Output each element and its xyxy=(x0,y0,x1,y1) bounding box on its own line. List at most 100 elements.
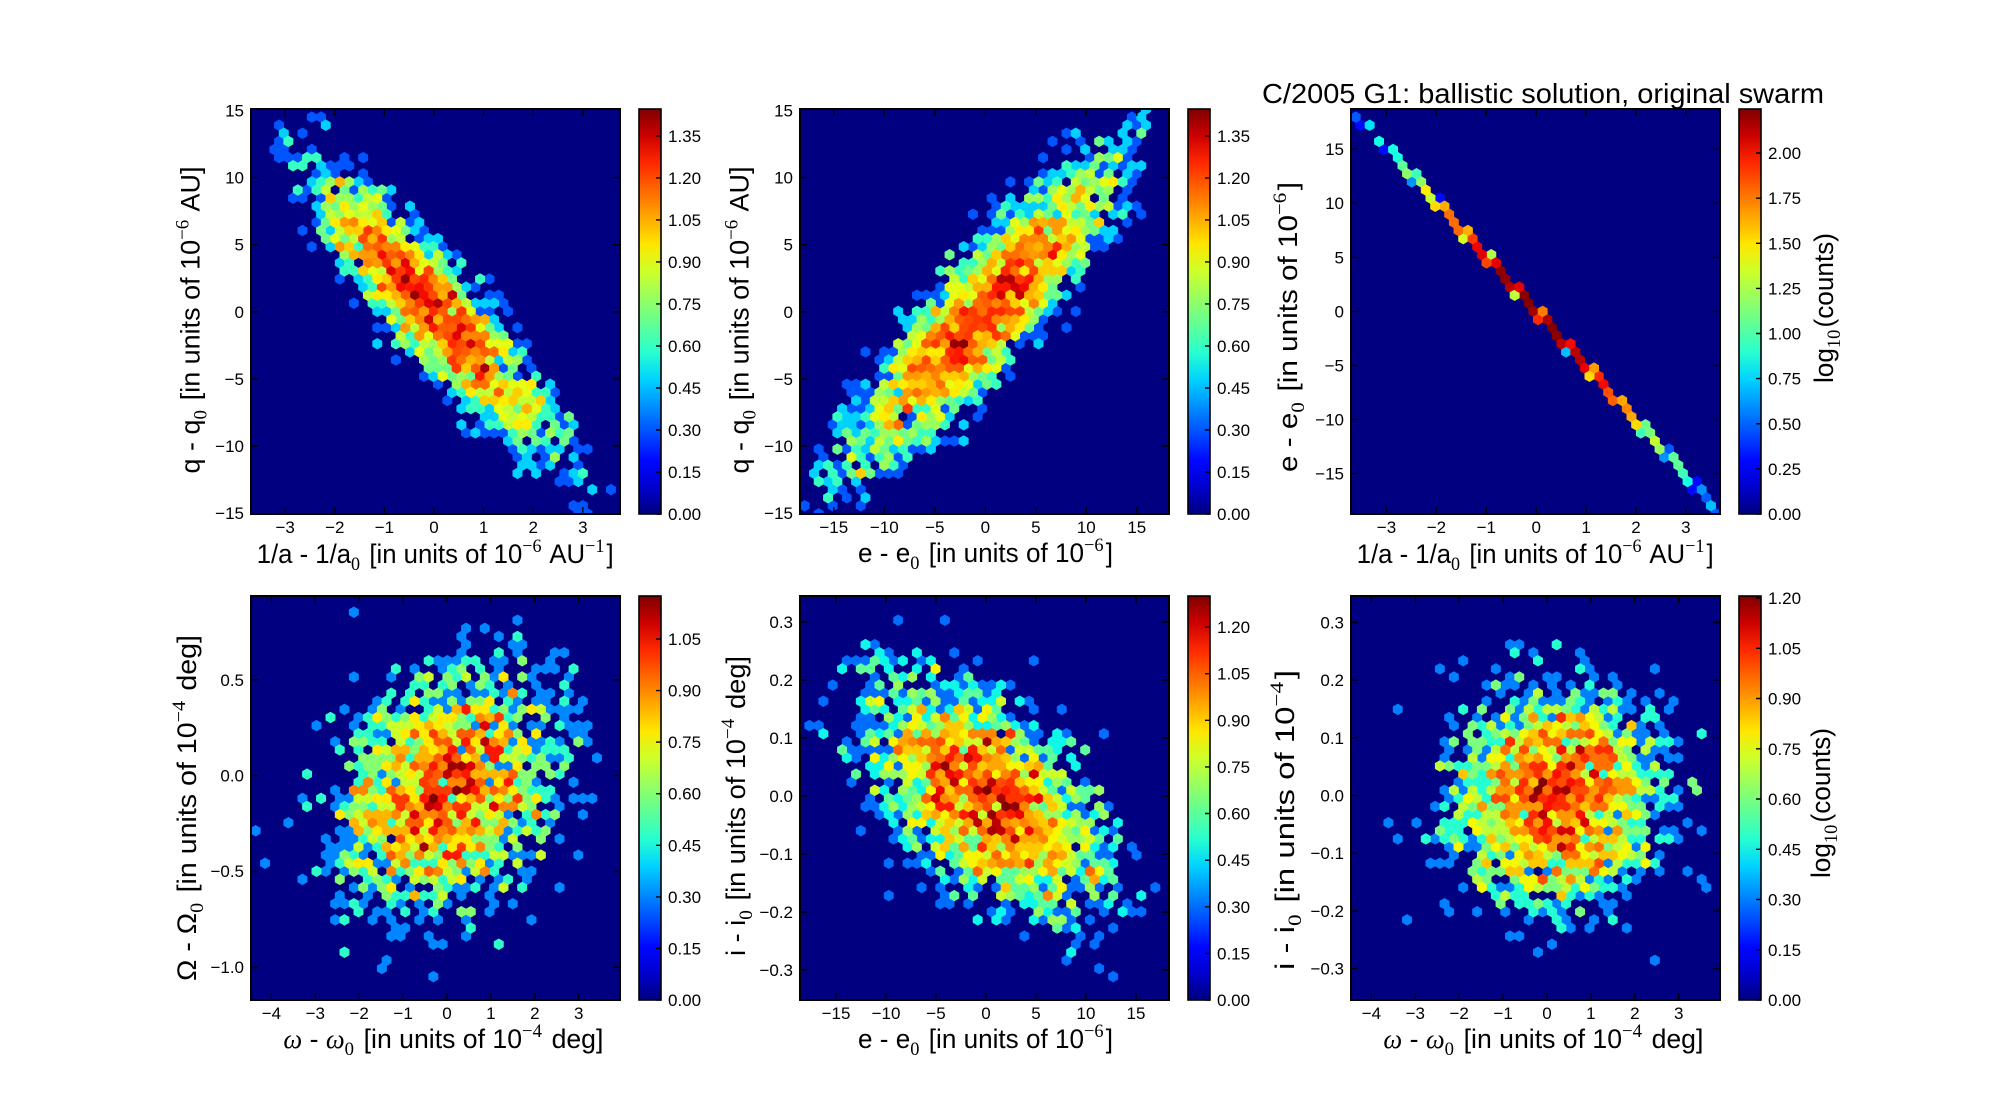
svg-text:1: 1 xyxy=(486,1004,495,1023)
svg-text:−0.1: −0.1 xyxy=(1310,844,1344,863)
svg-text:−10: −10 xyxy=(870,518,899,537)
svg-text:0.25: 0.25 xyxy=(1768,460,1801,479)
svg-text:3: 3 xyxy=(574,1004,583,1023)
svg-text:0.90: 0.90 xyxy=(668,682,701,701)
svg-text:−10: −10 xyxy=(215,437,244,456)
svg-text:0.75: 0.75 xyxy=(1217,758,1250,777)
svg-text:1.35: 1.35 xyxy=(668,127,701,146)
svg-text:0: 0 xyxy=(981,1004,990,1023)
svg-text:0.75: 0.75 xyxy=(668,295,701,314)
svg-text:C/2005 G1: ballistic solution,: C/2005 G1: ballistic solution, original … xyxy=(1262,78,1824,109)
svg-text:1.20: 1.20 xyxy=(1217,169,1250,188)
svg-text:0.1: 0.1 xyxy=(769,729,793,748)
svg-text:0: 0 xyxy=(1531,518,1540,537)
svg-text:0.75: 0.75 xyxy=(668,733,701,752)
svg-text:0: 0 xyxy=(442,1004,451,1023)
svg-text:0.90: 0.90 xyxy=(668,253,701,272)
svg-text:1.25: 1.25 xyxy=(1768,279,1801,298)
svg-text:15: 15 xyxy=(774,102,793,121)
svg-text:3: 3 xyxy=(578,518,587,537)
svg-text:1.35: 1.35 xyxy=(1217,127,1250,146)
svg-text:1.50: 1.50 xyxy=(1768,234,1801,253)
svg-text:−0.1: −0.1 xyxy=(759,845,793,864)
svg-text:5: 5 xyxy=(1335,248,1344,267)
svg-text:−2: −2 xyxy=(1450,1004,1469,1023)
svg-text:−1: −1 xyxy=(393,1004,412,1023)
svg-text:0.45: 0.45 xyxy=(668,379,701,398)
svg-text:1.05: 1.05 xyxy=(668,211,701,230)
svg-text:10: 10 xyxy=(1325,194,1344,213)
svg-text:0.60: 0.60 xyxy=(1768,790,1801,809)
svg-text:0.00: 0.00 xyxy=(1768,505,1801,524)
svg-text:−15: −15 xyxy=(1315,465,1344,484)
svg-text:0.3: 0.3 xyxy=(769,613,793,632)
svg-text:−0.3: −0.3 xyxy=(759,961,793,980)
svg-text:1.20: 1.20 xyxy=(668,169,701,188)
svg-text:1: 1 xyxy=(1586,1004,1595,1023)
svg-text:i - i0 [in units of 10−4 deg: i - i0 [in units of 10−4 deg] xyxy=(718,656,757,956)
svg-text:1.00: 1.00 xyxy=(1768,325,1801,344)
svg-text:−10: −10 xyxy=(1315,411,1344,430)
svg-text:0: 0 xyxy=(981,518,990,537)
svg-text:1/a - 1/a0 [in units of 10−6: 1/a - 1/a0 [in units of 10−6 AU−1 ] xyxy=(1357,536,1714,575)
svg-text:0.75: 0.75 xyxy=(1768,740,1801,759)
svg-text:0.2: 0.2 xyxy=(769,671,793,690)
svg-text:0.50: 0.50 xyxy=(1768,415,1801,434)
svg-text:0.90: 0.90 xyxy=(1217,253,1250,272)
svg-text:1.20: 1.20 xyxy=(1768,589,1801,608)
svg-text:2: 2 xyxy=(530,1004,539,1023)
svg-text:−15: −15 xyxy=(764,504,793,523)
svg-text:ω - ω0 [in units of 10−4 deg: ω - ω0 [in units of 10−4 deg] xyxy=(283,1021,603,1060)
svg-text:−2: −2 xyxy=(1427,518,1446,537)
svg-text:0.60: 0.60 xyxy=(1217,337,1250,356)
svg-text:−5: −5 xyxy=(774,370,793,389)
svg-text:0.3: 0.3 xyxy=(1320,613,1344,632)
svg-text:0: 0 xyxy=(784,303,793,322)
svg-text:0: 0 xyxy=(235,303,244,322)
svg-text:0: 0 xyxy=(1335,302,1344,321)
svg-text:10: 10 xyxy=(225,169,244,188)
svg-text:e - e0 [in units of 10−6 ]: e - e0 [in units of 10−6 ] xyxy=(858,1021,1113,1060)
svg-text:−2: −2 xyxy=(325,518,344,537)
svg-text:0.0: 0.0 xyxy=(769,787,793,806)
svg-text:1.05: 1.05 xyxy=(1768,639,1801,658)
svg-text:−0.2: −0.2 xyxy=(1310,902,1344,921)
svg-text:0.30: 0.30 xyxy=(1217,421,1250,440)
svg-text:0.15: 0.15 xyxy=(668,939,701,958)
svg-text:−0.2: −0.2 xyxy=(759,903,793,922)
svg-text:−4: −4 xyxy=(1362,1004,1381,1023)
svg-text:q - q0 [in units of 10−6 AU]: q - q0 [in units of 10−6 AU] xyxy=(722,167,761,474)
svg-text:−15: −15 xyxy=(822,1004,851,1023)
svg-text:0.30: 0.30 xyxy=(668,421,701,440)
svg-text:0.60: 0.60 xyxy=(668,337,701,356)
svg-text:1.05: 1.05 xyxy=(668,630,701,649)
svg-text:1.05: 1.05 xyxy=(1217,211,1250,230)
svg-text:−10: −10 xyxy=(872,1004,901,1023)
svg-text:0.30: 0.30 xyxy=(1217,898,1250,917)
svg-text:5: 5 xyxy=(1031,1004,1040,1023)
svg-text:0: 0 xyxy=(1542,1004,1551,1023)
svg-text:−2: −2 xyxy=(350,1004,369,1023)
svg-text:1/a - 1/a0 [in units of 10−6: 1/a - 1/a0 [in units of 10−6 AU−1 ] xyxy=(257,536,614,575)
svg-text:q - q0 [in units of 10−6 AU]: q - q0 [in units of 10−6 AU] xyxy=(173,167,212,474)
svg-text:5: 5 xyxy=(1031,518,1040,537)
svg-text:0.45: 0.45 xyxy=(1217,851,1250,870)
svg-text:−0.5: −0.5 xyxy=(210,862,244,881)
svg-text:0.60: 0.60 xyxy=(668,785,701,804)
svg-text:0.00: 0.00 xyxy=(1217,991,1250,1010)
svg-text:−15: −15 xyxy=(819,518,848,537)
svg-text:−4: −4 xyxy=(262,1004,281,1023)
svg-text:0.0: 0.0 xyxy=(220,767,244,786)
svg-text:0.15: 0.15 xyxy=(1217,463,1250,482)
svg-text:0.30: 0.30 xyxy=(1768,891,1801,910)
svg-text:−0.3: −0.3 xyxy=(1310,960,1344,979)
svg-text:−10: −10 xyxy=(764,437,793,456)
svg-text:Ω - Ω0 [in units of 10−4 deg: Ω - Ω0 [in units of 10−4 deg] xyxy=(169,635,208,981)
svg-text:0.90: 0.90 xyxy=(1768,690,1801,709)
svg-text:−5: −5 xyxy=(926,1004,945,1023)
svg-text:0.60: 0.60 xyxy=(1217,805,1250,824)
svg-text:10: 10 xyxy=(1077,1004,1096,1023)
svg-text:0.5: 0.5 xyxy=(220,671,244,690)
svg-text:−5: −5 xyxy=(925,518,944,537)
svg-text:−3: −3 xyxy=(1377,518,1396,537)
